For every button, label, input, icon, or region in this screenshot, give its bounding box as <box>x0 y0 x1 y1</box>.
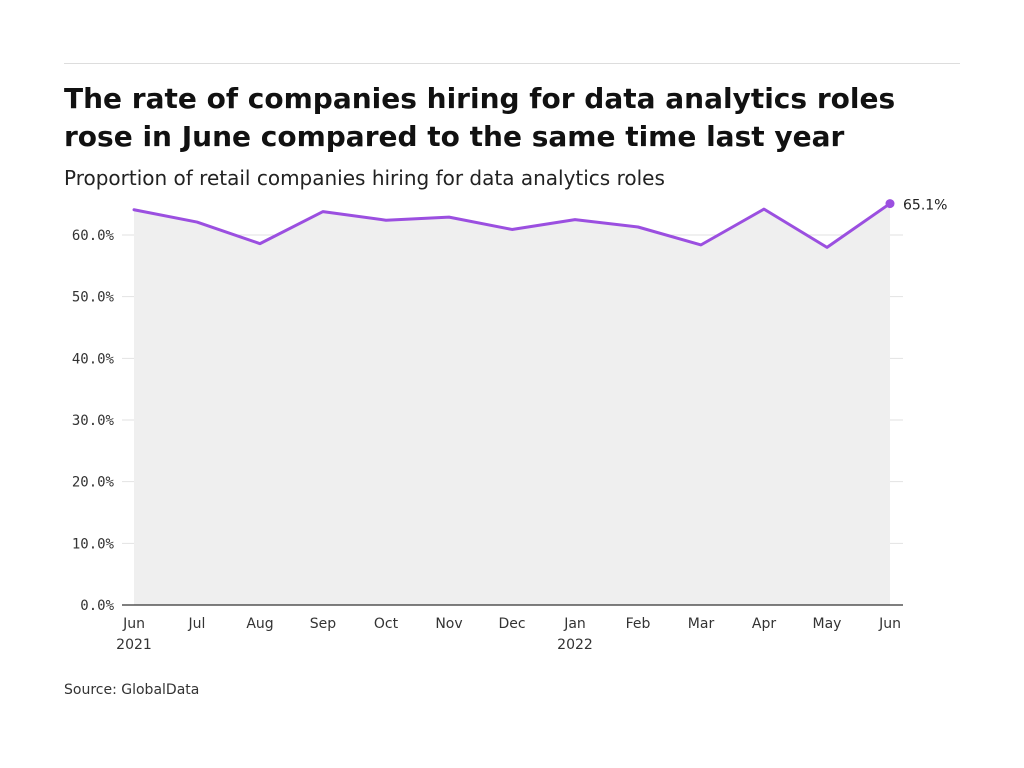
data-point <box>447 215 451 219</box>
data-point <box>258 242 262 246</box>
series-line <box>132 202 892 249</box>
data-point <box>825 245 829 249</box>
data-point <box>195 220 199 224</box>
data-point <box>636 225 640 229</box>
x-axis-ticks: Jun 2021 Jul Aug Sep Oct Nov Dec Jan 2022 Feb Mar Ap… <box>116 616 901 653</box>
x-tick-label: May <box>813 616 842 632</box>
source-note: Source: GlobalData <box>64 682 200 698</box>
data-point <box>321 210 325 214</box>
x-tick-label: Aug <box>246 616 273 632</box>
y-tick-label: 0.0% <box>80 598 114 614</box>
y-tick-label: 40.0% <box>72 351 115 367</box>
chart-title: The rate of companies hiring for data an… <box>64 82 896 153</box>
area-fill <box>134 203 890 606</box>
x-tick-year-label: 2021 <box>116 637 152 653</box>
y-axis-ticks: 0.0% 10.0% 20.0% 30.0% 40.0% 50.0% 60.0% <box>72 228 115 614</box>
series-line-layer <box>132 202 892 249</box>
x-tick-label: Jan <box>563 616 586 632</box>
chart-subtitle: Proportion of retail companies hiring fo… <box>64 166 665 190</box>
data-point <box>510 227 514 231</box>
x-tick-label: Apr <box>752 616 776 632</box>
x-tick-label: Jul <box>188 616 206 632</box>
x-tick-label: Jun <box>122 616 145 632</box>
x-tick-label: Jun <box>878 616 901 632</box>
data-point <box>573 218 577 222</box>
x-tick-label: Nov <box>435 616 462 632</box>
area-fill-layer <box>134 203 890 606</box>
y-tick-label: 50.0% <box>72 290 115 306</box>
end-value-label: 65.1% <box>903 198 947 214</box>
data-points: 65.1% <box>132 198 947 249</box>
x-tick-year-label: 2022 <box>557 637 593 653</box>
y-tick-label: 20.0% <box>72 475 115 491</box>
x-tick-label: Mar <box>688 616 715 632</box>
x-tick-label: Feb <box>626 616 651 632</box>
x-tick-label: Sep <box>310 616 337 632</box>
y-tick-label: 60.0% <box>72 228 115 244</box>
data-point <box>762 207 766 211</box>
y-tick-label: 10.0% <box>72 536 115 552</box>
x-tick-label: Dec <box>498 616 525 632</box>
x-tick-label: Oct <box>374 616 399 632</box>
last-data-point <box>885 199 895 209</box>
y-tick-label: 30.0% <box>72 413 115 429</box>
data-point <box>699 243 703 247</box>
top-divider <box>64 63 960 64</box>
data-point <box>132 208 136 212</box>
data-point <box>384 218 388 222</box>
